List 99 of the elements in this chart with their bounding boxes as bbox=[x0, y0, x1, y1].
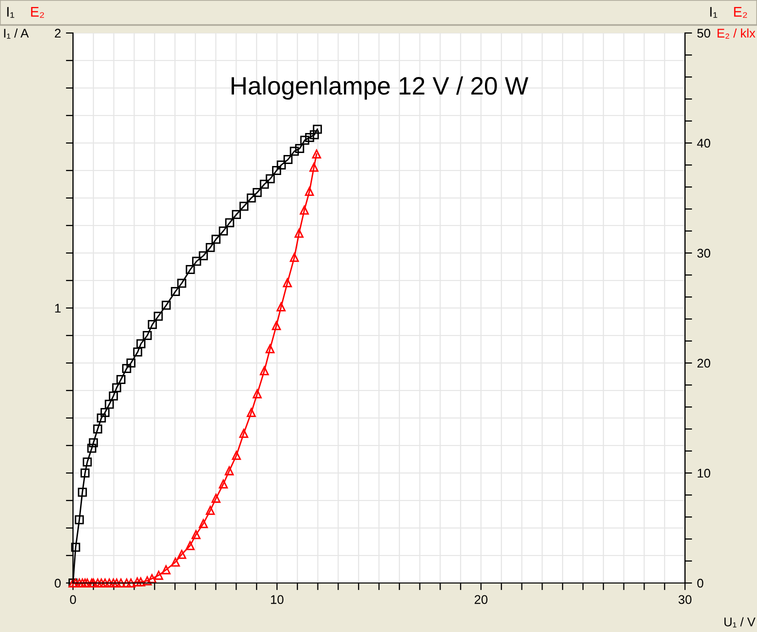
point bbox=[142, 576, 152, 586]
point bbox=[224, 466, 234, 476]
point bbox=[126, 358, 136, 368]
point bbox=[312, 124, 322, 134]
point bbox=[266, 174, 275, 184]
y2-tick-label: 10 bbox=[698, 468, 710, 478]
point bbox=[88, 438, 98, 448]
x-tick-label: 10 bbox=[271, 595, 284, 604]
point bbox=[177, 278, 186, 288]
point bbox=[162, 565, 171, 574]
point bbox=[290, 252, 299, 262]
point bbox=[132, 577, 142, 586]
point bbox=[136, 577, 146, 586]
text: Halogenlampe 12 V / 20 W bbox=[232, 76, 528, 100]
y2-tick-label: 50 bbox=[697, 28, 710, 38]
point bbox=[232, 210, 241, 220]
point bbox=[100, 408, 110, 418]
x-axis-title: U₁ / V bbox=[724, 617, 756, 628]
point bbox=[186, 264, 195, 274]
point bbox=[82, 457, 92, 467]
point bbox=[246, 408, 256, 418]
point bbox=[272, 166, 282, 176]
point bbox=[312, 149, 322, 159]
y-tick-label: 0 bbox=[54, 578, 61, 588]
point bbox=[305, 132, 314, 142]
point bbox=[198, 519, 208, 528]
point bbox=[154, 312, 163, 321]
point bbox=[93, 424, 102, 434]
text: E₂ bbox=[734, 7, 747, 18]
text: I₁ bbox=[7, 7, 14, 18]
point bbox=[211, 494, 221, 503]
point bbox=[239, 202, 248, 211]
point bbox=[186, 541, 195, 550]
y2-tick-label: 40 bbox=[697, 138, 710, 148]
point bbox=[162, 300, 171, 310]
point bbox=[192, 530, 201, 540]
y2-tick-label: 0 bbox=[697, 578, 704, 588]
point bbox=[310, 130, 319, 140]
point bbox=[300, 206, 309, 215]
point bbox=[284, 154, 293, 164]
point bbox=[206, 242, 215, 252]
point bbox=[290, 146, 299, 156]
point bbox=[294, 228, 304, 238]
point bbox=[276, 160, 286, 170]
point bbox=[198, 251, 208, 260]
x-tick-label: 0 bbox=[70, 595, 76, 604]
point bbox=[192, 256, 202, 266]
point bbox=[206, 506, 215, 515]
point bbox=[108, 391, 118, 401]
point bbox=[218, 479, 228, 489]
y2-tick-label: 20 bbox=[697, 358, 710, 368]
point bbox=[136, 339, 146, 348]
point bbox=[116, 374, 126, 384]
point bbox=[78, 488, 87, 497]
point bbox=[232, 450, 241, 460]
x-tick-label: 20 bbox=[474, 595, 488, 604]
point bbox=[122, 364, 132, 374]
point bbox=[252, 188, 262, 198]
point bbox=[252, 389, 262, 398]
point bbox=[309, 162, 318, 172]
point bbox=[260, 366, 269, 376]
point bbox=[276, 302, 286, 312]
point bbox=[177, 550, 186, 559]
point bbox=[246, 193, 256, 203]
point bbox=[304, 186, 314, 196]
point bbox=[272, 321, 281, 330]
point bbox=[170, 286, 180, 296]
y-tick-label: 1 bbox=[55, 304, 61, 313]
point bbox=[74, 515, 84, 524]
point bbox=[133, 347, 142, 357]
point bbox=[126, 578, 136, 588]
point bbox=[211, 234, 221, 244]
y2-axis-title: E₂ / klx bbox=[718, 28, 756, 39]
y2-tick-label: 30 bbox=[697, 248, 710, 258]
point bbox=[300, 136, 310, 145]
point bbox=[239, 428, 248, 438]
y-axis-title: I₁ / A bbox=[4, 28, 29, 39]
point bbox=[295, 144, 304, 154]
point bbox=[87, 444, 96, 453]
x-tick-label: 30 bbox=[678, 595, 692, 604]
point bbox=[71, 542, 80, 552]
point bbox=[282, 278, 292, 288]
point bbox=[218, 226, 228, 236]
point bbox=[154, 570, 164, 580]
y-tick-label: 2 bbox=[54, 28, 61, 38]
point bbox=[96, 413, 106, 423]
point bbox=[260, 180, 269, 189]
point bbox=[104, 400, 114, 409]
text: I₁ bbox=[710, 7, 718, 18]
point bbox=[116, 578, 126, 588]
point bbox=[147, 574, 156, 584]
text: E₂ bbox=[31, 7, 44, 18]
point bbox=[266, 344, 275, 354]
point bbox=[112, 383, 122, 392]
point bbox=[170, 558, 180, 567]
point bbox=[142, 330, 152, 340]
point bbox=[225, 218, 234, 228]
point bbox=[80, 468, 90, 478]
point bbox=[148, 320, 157, 330]
